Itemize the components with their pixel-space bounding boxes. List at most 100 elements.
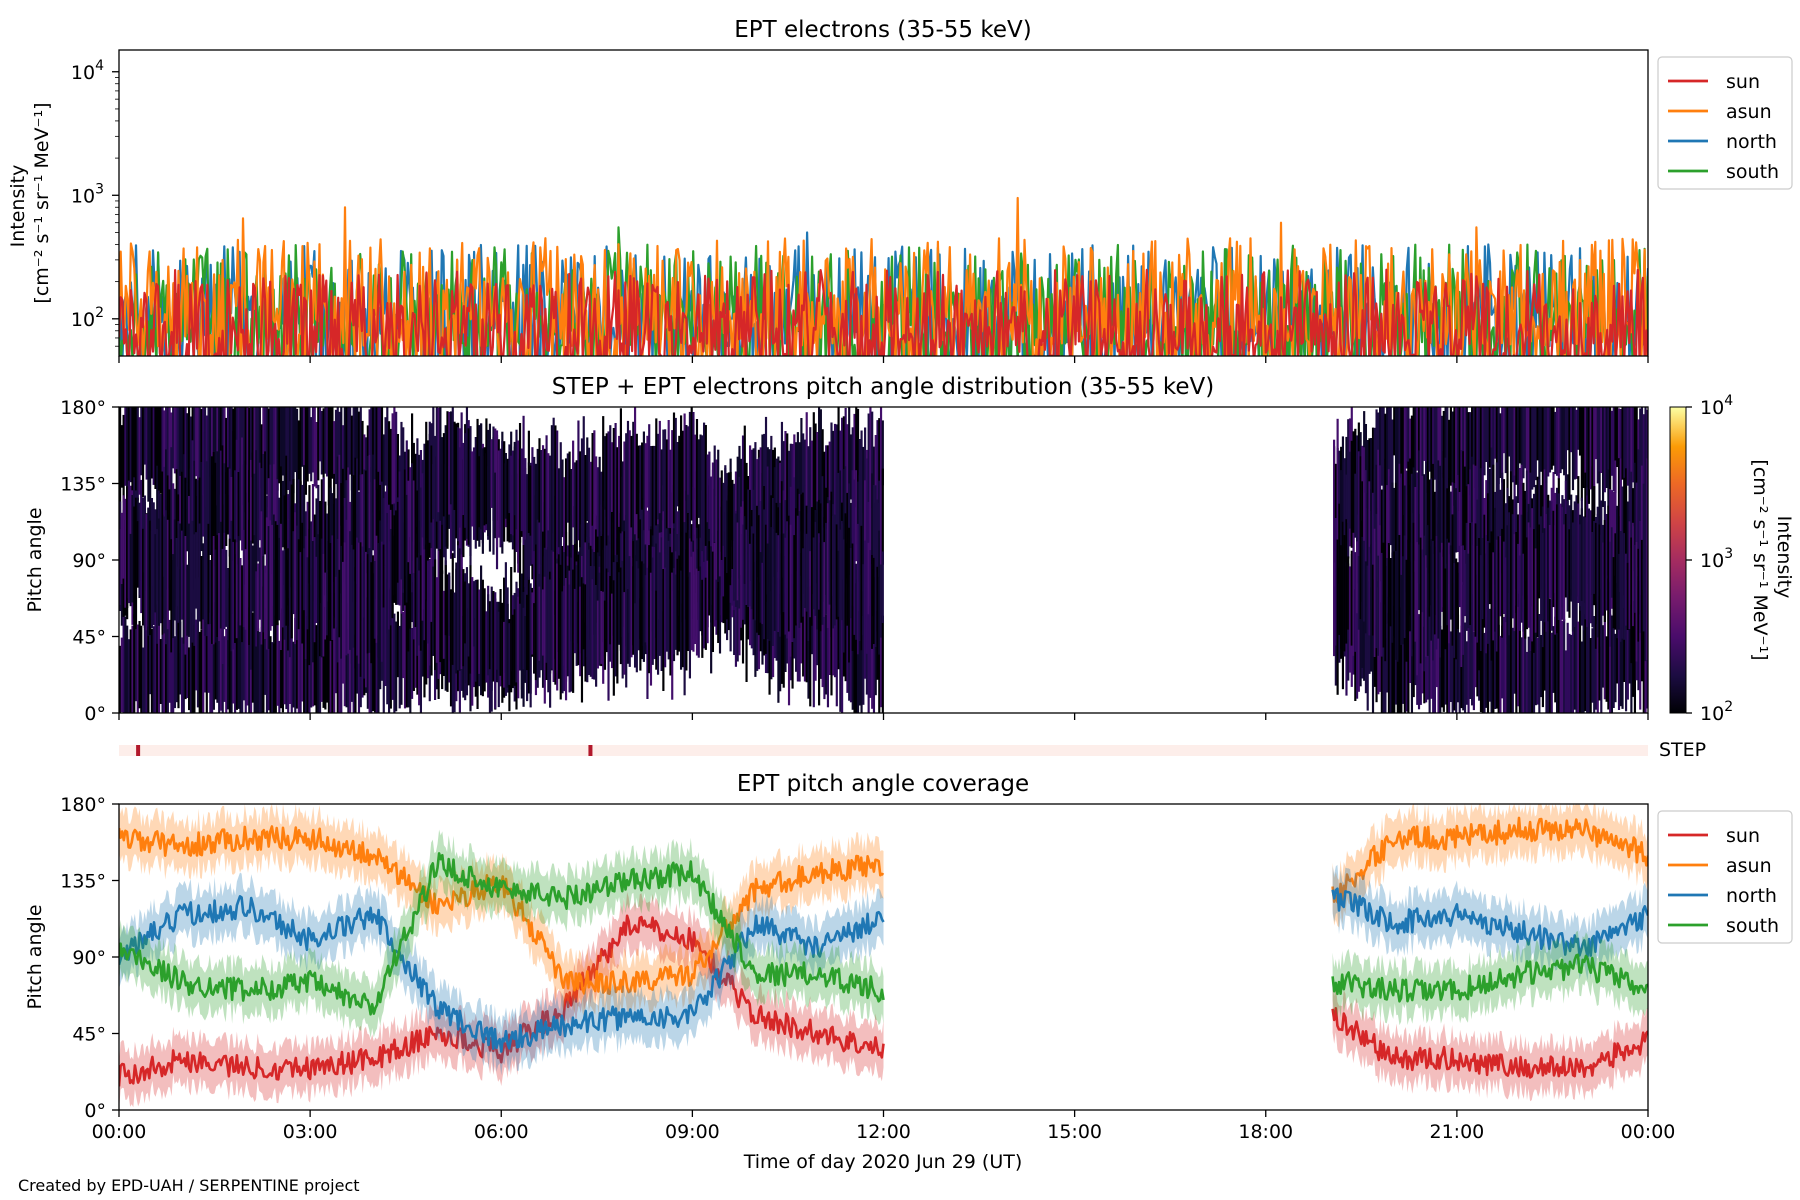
heatmap-cell xyxy=(563,585,566,692)
heatmap-cell xyxy=(695,419,699,528)
heatmap-cell xyxy=(119,529,122,605)
heatmap-cell xyxy=(1451,411,1454,484)
heatmap-cell xyxy=(759,552,762,623)
heatmap-cell xyxy=(564,578,568,701)
heatmap-cell xyxy=(1449,545,1452,620)
heatmap-cell xyxy=(1366,606,1369,711)
heatmap-cell xyxy=(1501,528,1504,638)
heatmap-cell xyxy=(800,494,803,576)
heatmap-cell xyxy=(699,494,702,608)
heatmap-cell xyxy=(747,535,750,607)
heatmap-cell xyxy=(326,513,329,593)
heatmap-cell xyxy=(1499,635,1502,713)
heatmap-cell xyxy=(1509,407,1513,510)
heatmap-cell xyxy=(1566,407,1569,451)
heatmap-cell xyxy=(1336,539,1339,663)
heatmap-cell xyxy=(377,407,380,489)
heatmap-cell xyxy=(872,485,876,570)
heatmap-cell xyxy=(1364,424,1368,493)
heatmap-cell xyxy=(218,438,221,563)
heatmap-cell xyxy=(1375,464,1378,542)
heatmap-cell xyxy=(1547,407,1550,477)
heatmap-cell xyxy=(1646,540,1648,660)
heatmap-cell xyxy=(345,519,348,656)
heatmap-cell xyxy=(377,543,380,658)
heatmap-cell xyxy=(508,623,511,685)
heatmap-cell xyxy=(529,465,532,536)
heatmap-cell xyxy=(791,443,794,511)
heatmap-cell xyxy=(800,600,803,664)
heatmap-cell xyxy=(1380,407,1383,486)
heatmap-cell xyxy=(1529,472,1532,571)
heatmap-cell xyxy=(165,510,168,645)
heatmap-cell xyxy=(816,501,819,630)
heatmap-cell xyxy=(612,512,615,636)
heatmap-cell xyxy=(1433,614,1437,713)
heatmap-cell xyxy=(1417,407,1421,479)
heatmap-cell xyxy=(552,417,555,552)
heatmap-cell xyxy=(1550,407,1553,470)
heatmap-cell xyxy=(299,587,302,713)
heatmap-cell xyxy=(633,524,637,626)
heatmap-cell xyxy=(856,481,860,562)
heatmap-cell xyxy=(1391,419,1394,498)
heatmap-cell xyxy=(593,566,596,680)
heatmap-cell xyxy=(807,446,810,544)
heatmap-cell xyxy=(1412,467,1415,573)
heatmap-cell xyxy=(1407,407,1410,495)
heatmap-cell xyxy=(1515,407,1518,485)
heatmap-cell xyxy=(515,581,518,683)
heatmap-cell xyxy=(1626,627,1629,700)
heatmap-cell xyxy=(469,426,472,556)
heatmap-cell xyxy=(1561,407,1564,470)
heatmap-cell xyxy=(235,542,238,639)
heatmap-cell xyxy=(1396,407,1399,489)
heatmap-cell xyxy=(189,468,192,562)
heatmap-cell xyxy=(554,590,557,685)
heatmap-cell xyxy=(770,600,773,680)
heatmap-cell xyxy=(699,434,702,538)
heatmap-cell xyxy=(251,545,254,612)
heatmap-cell xyxy=(207,609,210,693)
heatmap-cell xyxy=(522,415,525,545)
heatmap-cell xyxy=(821,572,824,688)
heatmap-cell xyxy=(1340,470,1343,556)
heatmap-cell xyxy=(621,461,624,532)
heatmap-cell xyxy=(786,543,789,639)
heatmap-cell xyxy=(1642,483,1645,590)
heatmap-cell xyxy=(1485,602,1488,708)
heatmap-cell xyxy=(1380,602,1383,713)
heatmap-cell xyxy=(191,440,194,570)
heatmap-cell xyxy=(1393,407,1396,456)
heatmap-cell xyxy=(260,511,263,645)
heatmap-cell xyxy=(448,411,451,515)
heatmap-cell xyxy=(628,540,631,667)
heatmap-cell xyxy=(761,473,764,595)
heatmap-cell xyxy=(1363,447,1366,550)
heatmap-cell xyxy=(879,577,883,708)
heatmap-cell xyxy=(444,425,447,547)
heatmap-cell xyxy=(1520,637,1523,713)
heatmap-cell xyxy=(688,572,692,679)
heatmap-cell xyxy=(472,447,476,540)
heatmap-cell xyxy=(1646,458,1648,546)
heatmap-cell xyxy=(770,435,773,553)
heatmap-cell xyxy=(750,570,753,649)
heatmap-cell xyxy=(1398,407,1401,471)
heatmap-cell xyxy=(687,577,690,651)
heatmap-cell xyxy=(701,518,704,636)
heatmap-cell xyxy=(1370,438,1373,511)
heatmap-cell xyxy=(173,636,177,709)
heatmap-cell xyxy=(1387,407,1391,491)
heatmap-cell xyxy=(628,430,631,557)
heatmap-cell xyxy=(826,503,830,628)
heatmap-cell xyxy=(580,577,584,703)
pad-heatmap-cells xyxy=(119,407,1648,713)
heatmap-cell xyxy=(798,511,801,628)
heatmap-cell xyxy=(315,556,318,623)
heatmap-cell xyxy=(170,629,173,713)
heatmap-cell xyxy=(1607,407,1610,473)
heatmap-cell xyxy=(685,549,688,671)
heatmap-cell xyxy=(280,613,283,709)
heatmap-cell xyxy=(211,596,214,713)
